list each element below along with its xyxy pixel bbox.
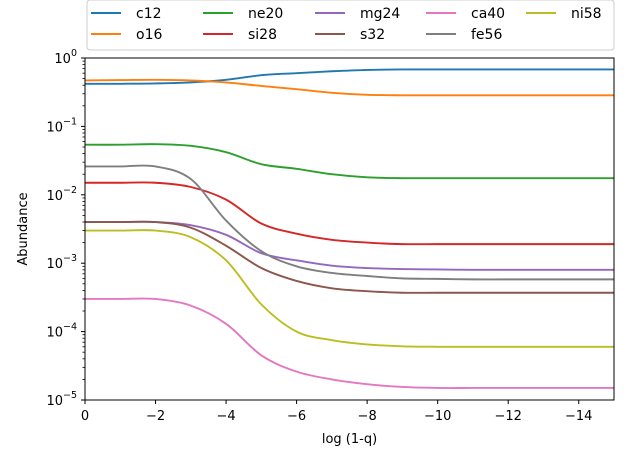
legend-label-mg24: mg24 — [360, 6, 400, 22]
y-tick-label: 100 — [54, 48, 77, 67]
legend-label-ni58: ni58 — [571, 6, 602, 22]
legend-box — [86, 0, 615, 51]
series-layer — [85, 68, 614, 389]
legend: c12 o16 ne20 si28 mg24 s32 ca40 fe56 ni58 — [86, 0, 615, 51]
series-line-mg24 — [85, 220, 614, 271]
x-axis-label: log (1-q) — [322, 432, 377, 447]
y-tick-label: 10−4 — [46, 322, 77, 341]
y-axis-label: Abundance — [16, 192, 31, 265]
axes: 0 −2 −4 −6 −8 −10 −12 −14 10−5 10−4 10−3 10−2 10−1 10… — [46, 48, 615, 424]
series-line-si28 — [85, 181, 614, 246]
x-tick-label: −12 — [494, 409, 521, 424]
series-line-fe56 — [85, 164, 614, 281]
y-tick-label: 10−2 — [46, 185, 77, 204]
legend-label-ne20: ne20 — [248, 6, 283, 22]
series-line-c12 — [85, 68, 614, 85]
x-tick-label: −8 — [358, 409, 377, 424]
series-line-ne20 — [85, 143, 614, 180]
legend-label-ca40: ca40 — [471, 6, 505, 22]
x-tick-label: −10 — [424, 409, 451, 424]
x-tick-label: −2 — [146, 409, 165, 424]
legend-label-s32: s32 — [360, 27, 385, 43]
y-tick-label: 10−1 — [46, 116, 77, 135]
series-line-o16 — [85, 78, 614, 97]
series-line-ni58 — [85, 229, 614, 348]
legend-label-c12: c12 — [136, 6, 162, 22]
x-tick-label: −6 — [287, 409, 306, 424]
x-tick-label: −14 — [565, 409, 592, 424]
series-line-s32 — [85, 220, 614, 294]
x-tick-label: −4 — [216, 409, 235, 424]
y-tick-label: 10−5 — [46, 390, 77, 409]
x-tick-label: 0 — [81, 409, 89, 424]
y-tick-label: 10−3 — [46, 253, 77, 272]
legend-label-fe56: fe56 — [471, 27, 502, 43]
series-line-ca40 — [85, 297, 614, 389]
legend-label-o16: o16 — [136, 27, 162, 43]
legend-label-si28: si28 — [248, 27, 277, 43]
plot-frame — [84, 57, 615, 401]
